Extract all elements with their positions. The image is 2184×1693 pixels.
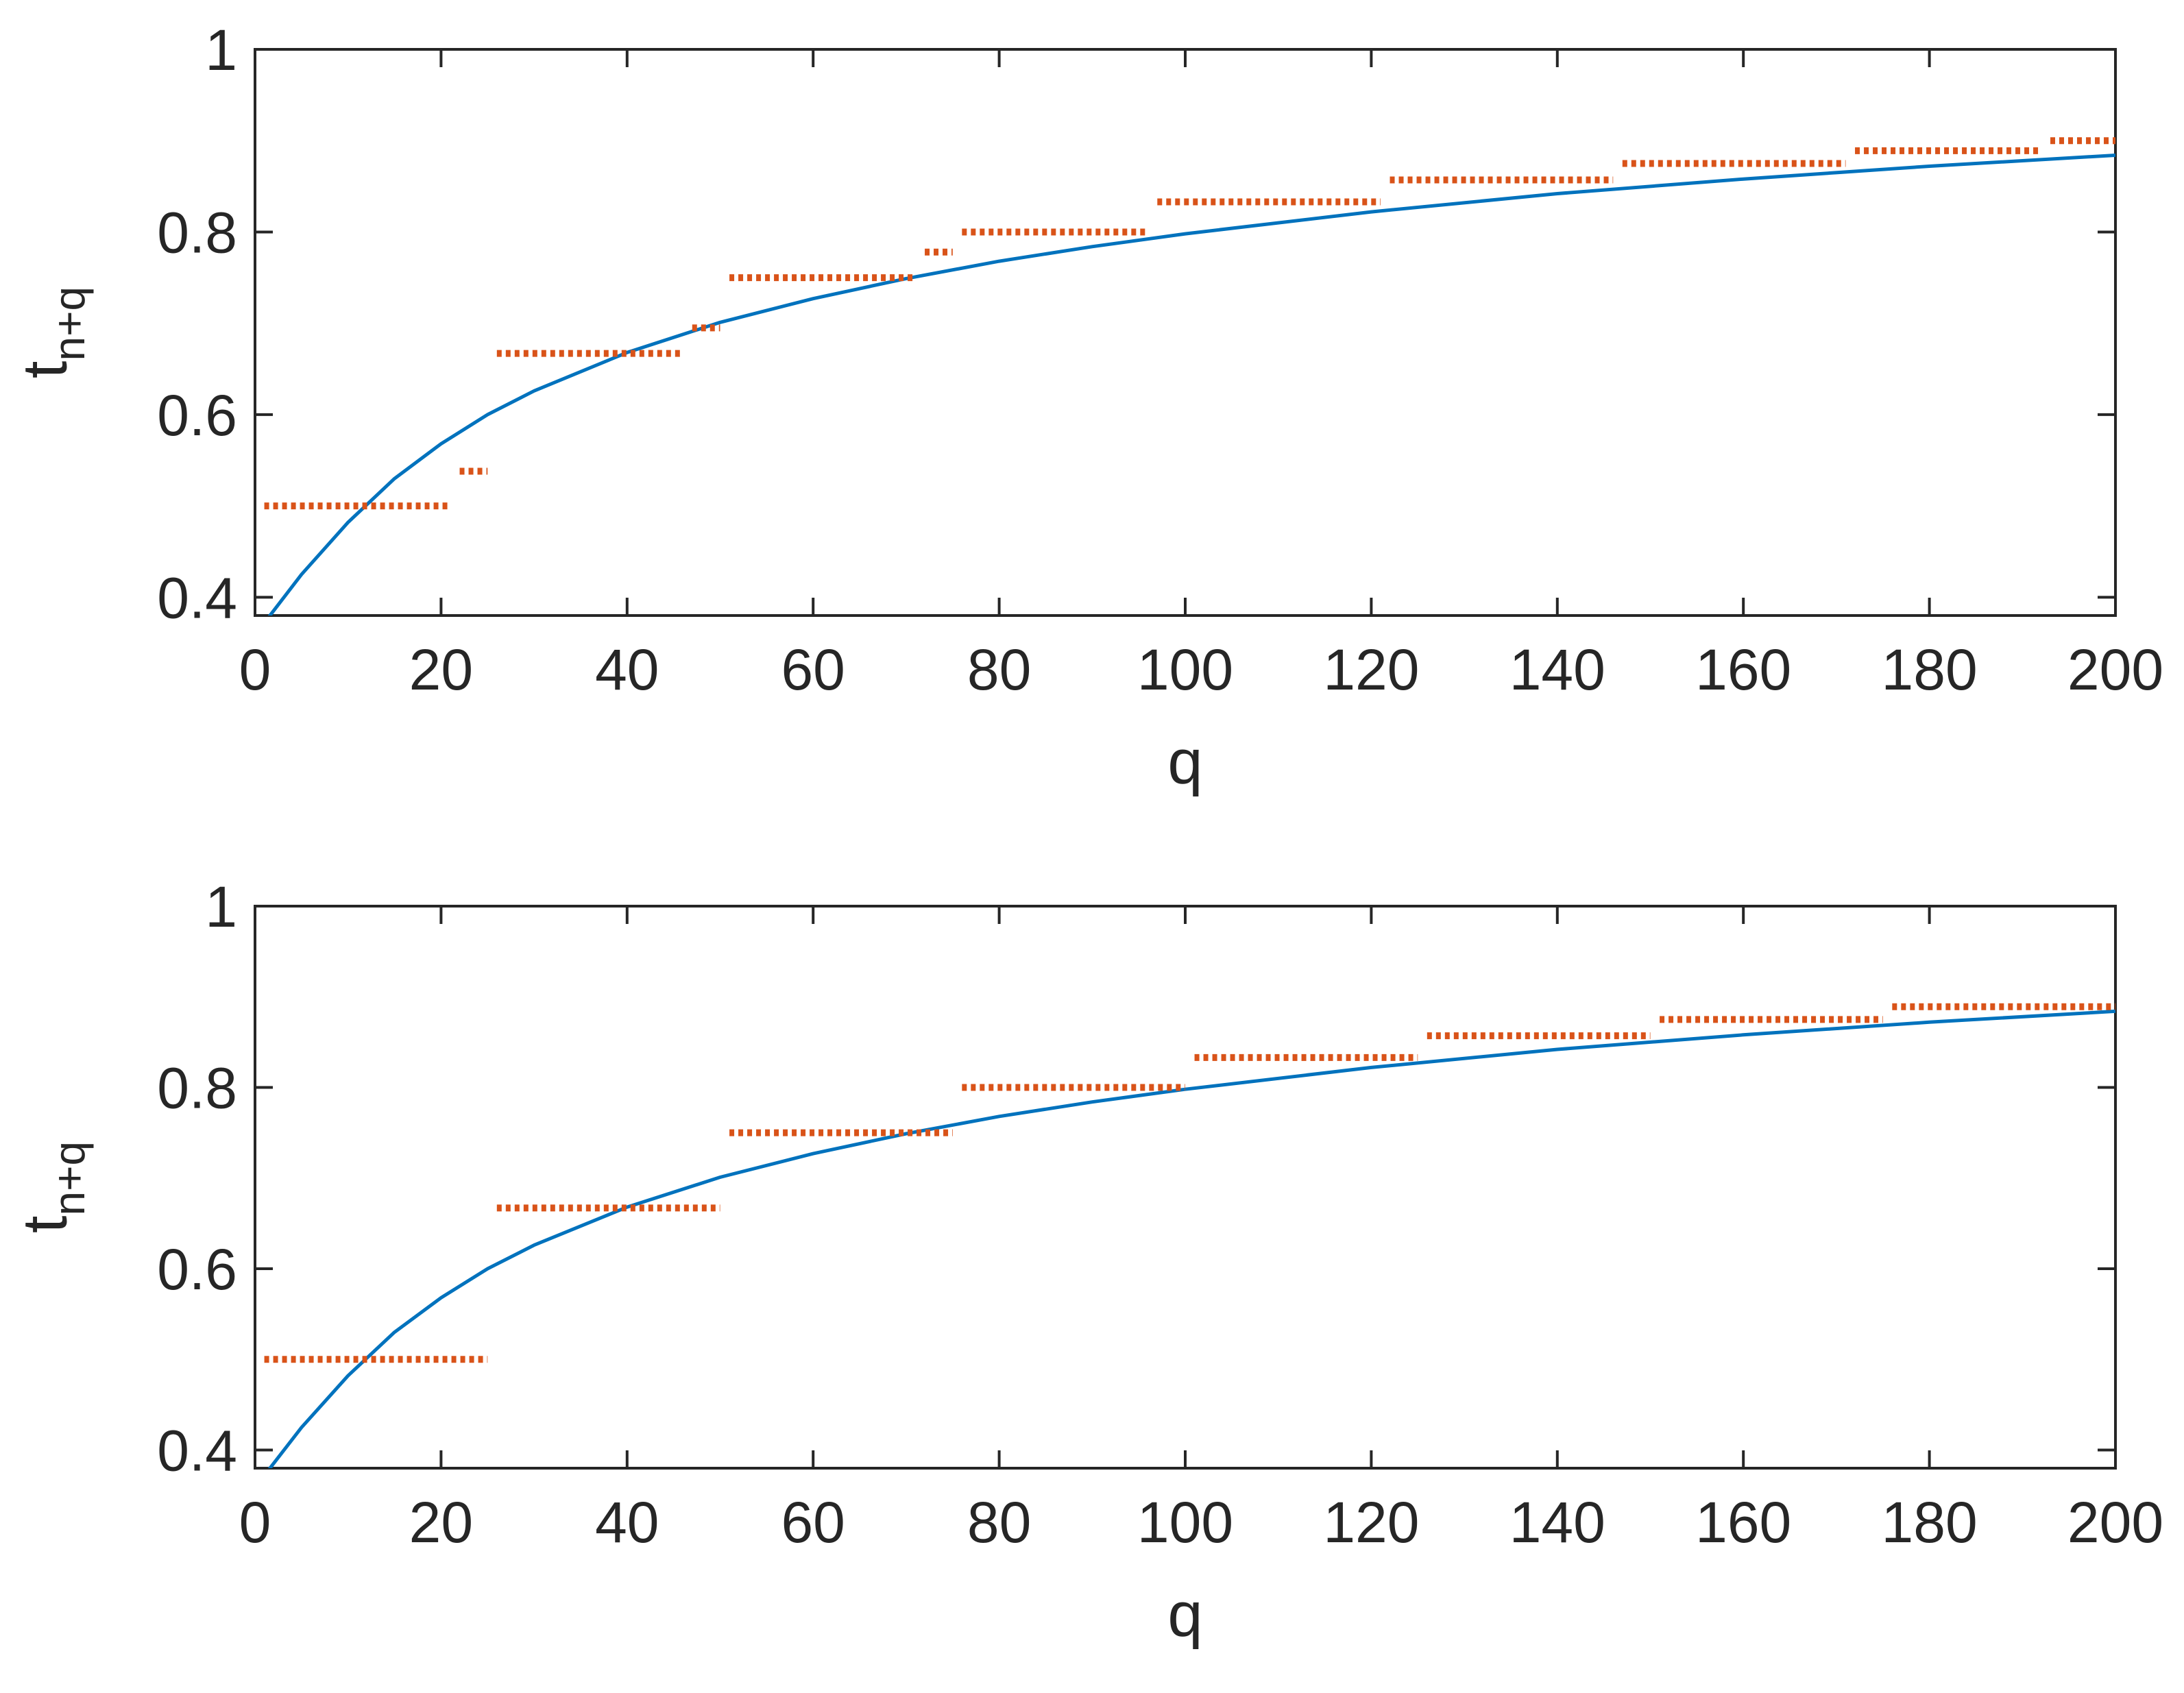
y-tick-label: 0.6 [157,1237,237,1302]
y-axis-label-base: t [10,361,80,379]
plot-area [264,1003,2115,1468]
x-tick-label: 0 [239,1490,271,1555]
y-axis-label-base: t [10,1216,80,1234]
fit-curve-line [267,154,2115,616]
y-axis-label: tn+q [10,287,94,378]
fit-curve-line [267,1009,2115,1468]
x-tick-label: 40 [595,1490,659,1555]
x-tick-label: 160 [1695,1490,1791,1555]
y-tick-label: 0.8 [157,1056,237,1121]
x-tick-label: 200 [2067,637,2163,702]
y-tick-label: 0.6 [157,383,237,448]
y-axis-label: tn+q [10,1141,94,1233]
x-tick-label: 80 [967,1490,1031,1555]
x-tick-label: 100 [1137,637,1233,702]
y-tick-label: 0.8 [157,200,237,265]
x-tick-label: 120 [1323,1490,1419,1555]
x-tick-label: 60 [781,637,845,702]
x-tick-label: 80 [967,637,1031,702]
x-tick-label: 140 [1509,1490,1605,1555]
x-tick-label: 100 [1137,1490,1233,1555]
x-tick-label: 200 [2067,1490,2163,1555]
x-tick-label: 180 [1882,1490,1978,1555]
x-tick-label: 180 [1882,637,1978,702]
x-tick-label: 0 [239,637,271,702]
x-tick-label: 160 [1695,637,1791,702]
y-tick-label: 1 [205,875,237,939]
bottom-chart-panel: 0 20 40 60 80 100 120 140 160 180 200 0.4 0.6 0.8 1 q tn… [10,875,2163,1650]
y-axis-label-subscript: n+q [45,1141,94,1216]
plot-area [264,137,2115,616]
plot-frame [254,905,2117,1470]
y-tick-label: 0.4 [157,1419,237,1483]
plot-frame [254,48,2117,617]
x-axis-label: q [1167,1580,1202,1650]
y-tick-label: 1 [205,18,237,82]
x-tick-label: 40 [595,637,659,702]
y-axis-label-subscript: n+q [45,287,94,361]
top-chart-panel: 0 20 40 60 80 100 120 140 160 180 200 0.4 0.6 0.8 1 q tn… [10,18,2163,797]
x-tick-label: 20 [409,1490,473,1555]
x-axis-label: q [1167,727,1202,797]
x-tick-label: 140 [1509,637,1605,702]
y-tick-label: 0.4 [157,565,237,630]
x-tick-label: 120 [1323,637,1419,702]
x-tick-label: 20 [409,637,473,702]
x-tick-label: 60 [781,1490,845,1555]
